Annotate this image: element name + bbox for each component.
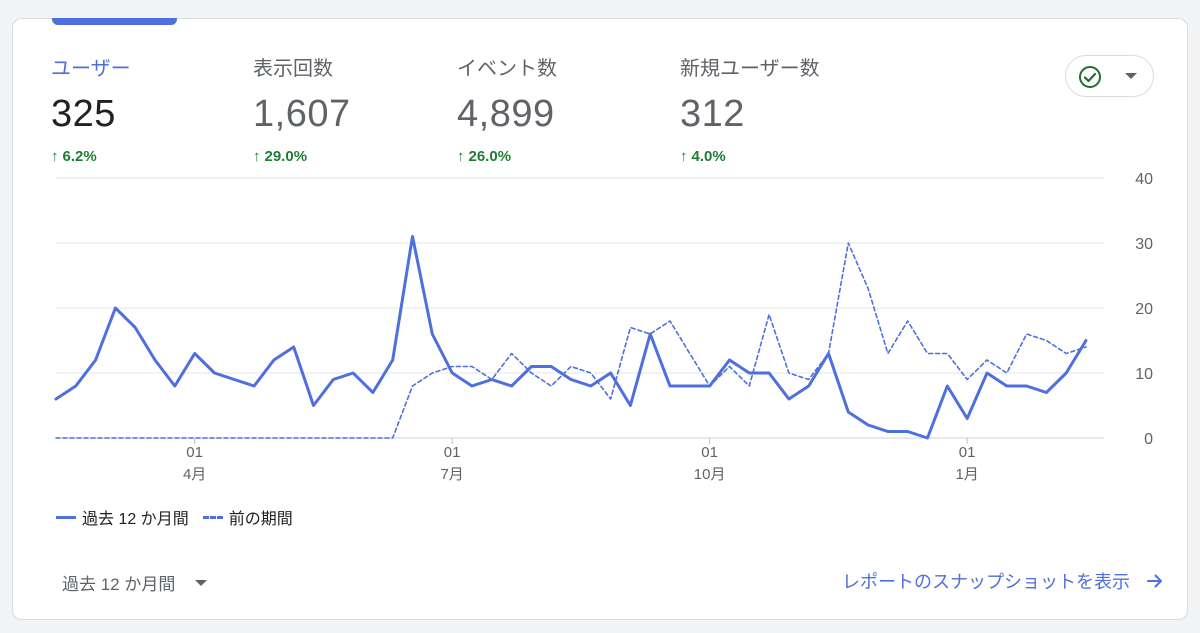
metric-value: 325 [51,93,116,135]
legend-previous-period[interactable]: 前の期間 [202,505,293,529]
metric-change: ↑ 6.2% [51,148,131,165]
y-tick-label: 40 [1135,171,1153,188]
metric-tile[interactable]: 新規ユーザー数 312 ↑ 4.0% [680,52,820,165]
x-tick-month-label: 4月 [183,466,206,483]
metric-label: イベント数 [457,58,557,80]
metric-change-value: 4.0% [691,148,726,165]
x-tick-day-label: 01 [701,444,718,461]
arrow-right-icon [1147,574,1162,588]
metric-label: ユーザー [51,58,131,80]
metric-tile[interactable]: ユーザー 325 ↑ 6.2% [51,52,131,165]
metric-change-value: 26.0% [468,148,512,165]
arrow-up-icon: ↑ [457,148,465,165]
legend-dashed-line-icon [202,515,223,519]
arrow-up-icon: ↑ [680,148,688,165]
metric-label: 表示回数 [253,58,333,80]
metric-change: ↑ 29.0% [253,148,351,165]
x-tick-month-label: 7月 [440,466,463,483]
active-metric-indicator [52,18,177,25]
metric-change-value: 6.2% [62,148,97,165]
legend-current-period[interactable]: 過去 12 か月間 [56,505,189,529]
x-tick-month-label: 10月 [694,466,726,483]
y-tick-label: 30 [1135,236,1153,253]
arrow-up-icon: ↑ [51,148,59,165]
y-tick-label: 20 [1135,301,1153,318]
legend-current-label: 過去 12 か月間 [82,511,189,528]
metric-change: ↑ 26.0% [457,148,557,165]
y-tick-label: 0 [1144,431,1153,448]
date-range-dropdown[interactable]: 過去 12 か月間 [62,570,208,595]
metric-tile[interactable]: 表示回数 1,607 ↑ 29.0% [253,52,351,165]
metric-label: 新規ユーザー数 [680,58,820,80]
chevron-down-icon [1125,73,1137,79]
x-tick-month-label: 1月 [955,466,978,483]
metric-value: 4,899 [457,93,555,135]
compare-dropdown[interactable] [1065,55,1154,97]
report-card [12,18,1188,620]
date-range-label: 過去 12 か月間 [62,575,176,594]
series-line-current-period [54,235,1088,440]
x-tick-day-label: 01 [444,444,461,461]
legend-previous-label: 前の期間 [228,511,293,528]
arrow-up-icon: ↑ [253,148,261,165]
chart-legend: 過去 12 か月間 前の期間 [56,505,307,529]
metric-change: ↑ 4.0% [680,148,820,165]
metric-value: 1,607 [253,93,351,135]
report-link-label: レポートのスナップショットを表示 [842,572,1130,592]
legend-solid-line-icon [56,515,76,519]
metric-value: 312 [680,93,745,135]
view-report-snapshot-link[interactable]: レポートのスナップショットを表示 [842,568,1164,594]
y-tick-label: 10 [1135,366,1153,383]
x-tick-day-label: 01 [186,444,203,461]
metric-tile[interactable]: イベント数 4,899 ↑ 26.0% [457,52,557,165]
chevron-down-icon [195,579,208,586]
check-circle-icon [1079,66,1101,88]
x-tick-day-label: 01 [959,444,976,461]
metric-change-value: 29.0% [264,148,308,165]
series-line-previous-period [55,242,1087,439]
